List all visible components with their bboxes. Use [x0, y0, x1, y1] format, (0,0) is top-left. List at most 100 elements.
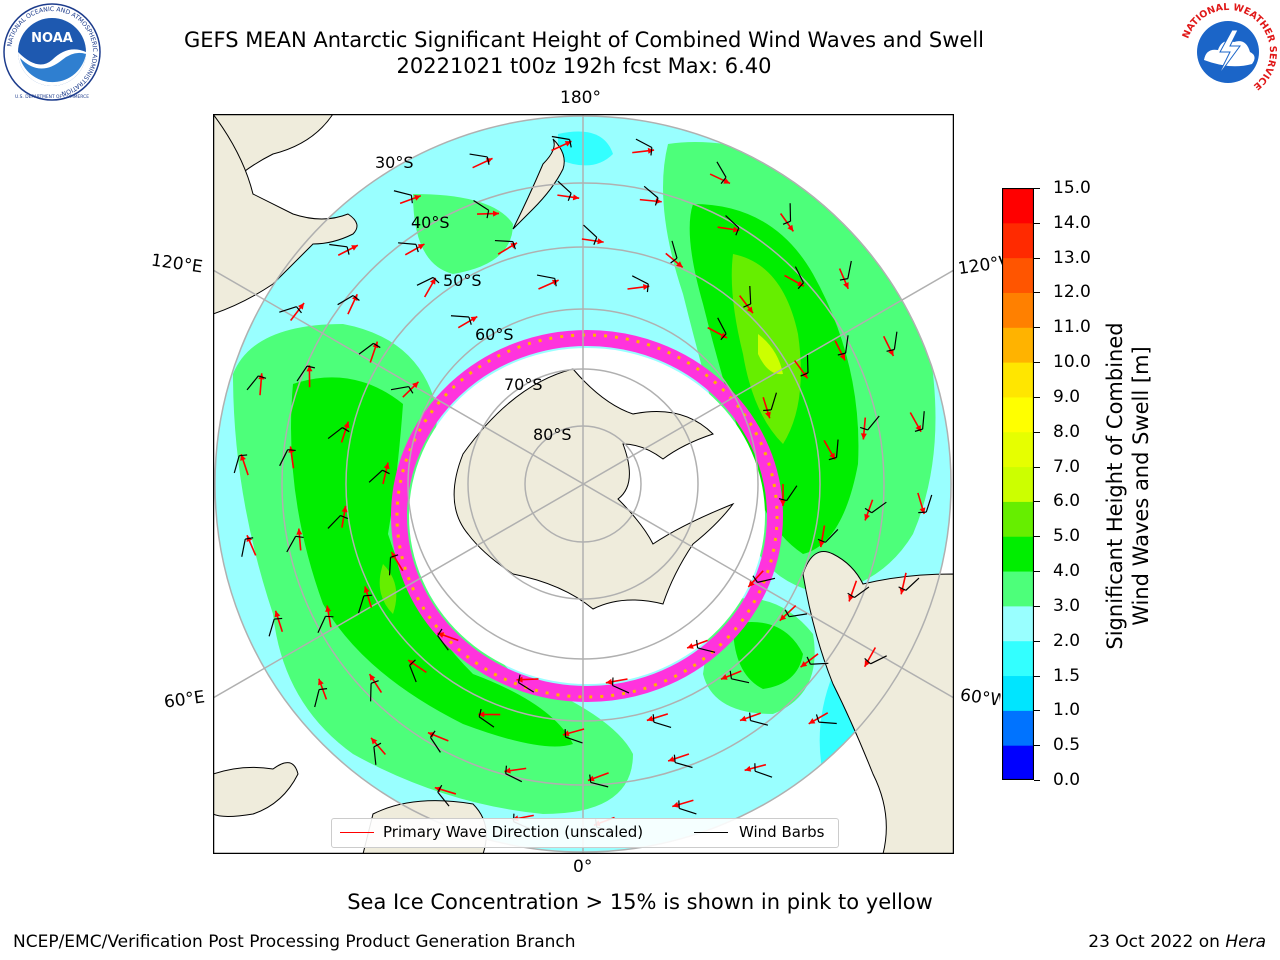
- map-border: [213, 114, 954, 854]
- wind-barb: [473, 199, 490, 219]
- wave-direction-arrow: [363, 586, 373, 608]
- wave-direction-arrow: [478, 711, 501, 718]
- colorbar-band: [1002, 605, 1034, 642]
- colorbar-tick-mark: [1034, 362, 1040, 364]
- wind-barb: [678, 800, 697, 815]
- graticule: [213, 114, 954, 854]
- wave-direction-arrow: [587, 772, 609, 782]
- colorbar-tick-label: 12.0: [1053, 282, 1091, 303]
- wind-barb: [754, 763, 773, 778]
- lat-label-30s: 30°S: [375, 153, 414, 172]
- wind-barb: [416, 276, 440, 286]
- wind-barb: [246, 375, 267, 391]
- colorbar-tick-mark: [1034, 675, 1040, 677]
- wind-barb: [373, 742, 382, 765]
- wind-barb: [296, 365, 316, 382]
- colorbar-tick-label: 5.0: [1053, 526, 1081, 547]
- legend-wave-direction-label: Primary Wave Direction (unscaled): [383, 823, 644, 841]
- wind-barb: [631, 275, 649, 293]
- wind-barb: [837, 335, 849, 356]
- wind-barb: [918, 494, 933, 514]
- wind-barb: [763, 392, 778, 412]
- wave-field-southeast-4m: [733, 622, 803, 689]
- wind-barb: [716, 161, 727, 185]
- wave-direction-arrow: [423, 277, 437, 298]
- wave-direction-arrow: [274, 610, 284, 632]
- wind-barb: [437, 628, 449, 651]
- colorbar-tick-mark: [1034, 536, 1040, 538]
- wave-direction-arrow: [717, 226, 740, 233]
- wave-field-west-5m: [379, 564, 397, 614]
- wind-barb: [864, 501, 887, 514]
- wave-direction-arrow: [780, 484, 786, 506]
- wind-barb: [279, 449, 296, 467]
- wave-direction-arrow: [709, 173, 731, 185]
- lat-label-70s: 70°S: [504, 375, 543, 394]
- legend-wave-direction-line: [340, 832, 374, 833]
- colorbar-band: [1002, 431, 1034, 468]
- land-australia: [213, 114, 358, 315]
- colorbar-tick-label: 0.0: [1053, 770, 1081, 790]
- wind-barb: [390, 385, 414, 394]
- colorbar-tick-mark: [1034, 710, 1040, 712]
- wave-field-north-2m: [558, 131, 613, 166]
- wind-barb: [329, 243, 350, 255]
- wave-direction-arrow: [738, 295, 754, 314]
- wind-barb: [800, 354, 809, 377]
- colorbar-tick-mark: [1034, 640, 1040, 642]
- colorbar-tick-label: 6.0: [1053, 491, 1081, 512]
- wind-barb: [743, 285, 752, 308]
- lat-label-60s: 60°S: [475, 325, 514, 344]
- wind-barb: [450, 315, 472, 325]
- wind-barb: [268, 617, 283, 637]
- wind-barb: [505, 765, 523, 783]
- wave-direction-arrow: [646, 713, 669, 722]
- noaa-logo: NATIONAL OCEANIC AND ATMOSPHERIC ADMINIS…: [3, 3, 101, 101]
- colorbar-tick-label: 0.5: [1053, 735, 1081, 756]
- lon-label-60w: 60°W: [958, 685, 1002, 711]
- colorbar-tick-label: 3.0: [1053, 595, 1081, 616]
- colorbar-band: [1002, 675, 1034, 711]
- svg-text:NOAA: NOAA: [31, 31, 73, 46]
- wind-barb: [717, 317, 727, 341]
- lon-label-60e: 60°E: [162, 687, 207, 713]
- land-new-zealand: [512, 138, 565, 230]
- wave-direction-arrow: [605, 678, 628, 685]
- wave-direction-arrow: [882, 335, 895, 357]
- wave-direction-arrow: [818, 525, 826, 548]
- wind-barb: [494, 239, 516, 250]
- colorbar-band: [1002, 362, 1034, 398]
- colorbar-band: [1002, 745, 1034, 780]
- colorbar-tick-mark: [1034, 222, 1040, 224]
- wind-barb: [725, 215, 740, 236]
- wind-barb: [327, 427, 350, 440]
- sea-ice-edge: [395, 333, 779, 699]
- wind-barb: [536, 274, 557, 287]
- footer-credit: NCEP/EMC/Verification Post Processing Pr…: [13, 932, 576, 952]
- wave-direction-arrow: [370, 737, 387, 756]
- wind-barb: [864, 655, 887, 665]
- wind-barb: [279, 306, 302, 314]
- wave-direction-arrows: [240, 140, 926, 826]
- colorbar-tick-label: 15.0: [1053, 178, 1091, 198]
- wind-barb: [393, 190, 413, 204]
- lon-label-120e: 120°E: [149, 250, 204, 278]
- wind-barb: [398, 242, 419, 253]
- colorbar-band: [1002, 466, 1034, 502]
- colorbar-tick-label: 13.0: [1053, 247, 1091, 268]
- wind-barb: [369, 680, 379, 702]
- map-legend: Primary Wave Direction (unscaled) Wind B…: [331, 818, 839, 848]
- wave-direction-arrow: [667, 753, 690, 762]
- wind-barb: [673, 754, 693, 769]
- colorbar-tick-label: 7.0: [1053, 456, 1081, 477]
- wave-direction-arrow: [557, 194, 580, 201]
- lon-label-180: 180°: [560, 88, 601, 108]
- svg-text:U.S. DEPARTMENT OF COMMERCE: U.S. DEPARTMENT OF COMMERCE: [15, 94, 89, 100]
- colorbar-tick-mark: [1034, 571, 1040, 573]
- footer-date: 23 Oct 2022 on Hera: [1088, 932, 1266, 952]
- wind-barb: [886, 331, 898, 352]
- wind-barb: [557, 180, 572, 201]
- wind-barb: [589, 774, 609, 788]
- wind-barb: [815, 714, 837, 725]
- map-subtitle: 20221021 t00z 192h fcst Max: 6.40: [396, 54, 772, 78]
